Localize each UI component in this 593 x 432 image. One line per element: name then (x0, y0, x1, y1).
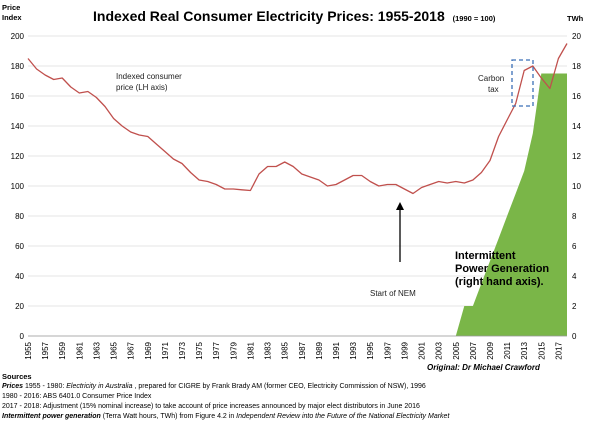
sources-prices-label: Prices (2, 383, 24, 390)
right-tick-2: 2 (572, 302, 577, 311)
x-tick-2017: 2017 (554, 341, 563, 359)
nem-arrow-head (396, 202, 404, 210)
left-tick-100: 100 (11, 182, 25, 191)
price-line-annotation-2: price (LH axis) (116, 83, 168, 92)
carbon-tax-annotation-1: Carbon (478, 74, 504, 83)
left-axis-ticks: 0 20 40 60 80 100 120 140 160 180 200 (11, 32, 25, 341)
x-tick-1963: 1963 (92, 341, 101, 359)
gridlines (28, 35, 567, 337)
left-axis-label-line2: Index (2, 13, 22, 22)
x-tick-1987: 1987 (298, 341, 307, 359)
sources-ipg-line: Intermittent power generation (Terra Wat… (2, 412, 591, 422)
right-tick-16: 16 (572, 92, 581, 101)
right-axis-ticks: 0 2 4 6 8 10 12 14 16 18 20 (572, 32, 581, 341)
right-tick-14: 14 (572, 122, 581, 131)
x-tick-1993: 1993 (349, 341, 358, 359)
price-line-annotation-1: Indexed consumer (116, 72, 182, 81)
x-tick-2011: 2011 (503, 341, 512, 359)
sources-prices-rest: , prepared for CIGRE by Frank Brady AM (… (132, 383, 426, 390)
intermittent-generation-area (28, 73, 567, 336)
x-tick-1977: 1977 (212, 341, 221, 359)
x-tick-2005: 2005 (452, 341, 461, 359)
right-tick-0: 0 (572, 332, 577, 341)
x-tick-1989: 1989 (315, 341, 324, 359)
sources-ipg-text: (Terra Watt hours, TWh) from Figure 4.2 … (100, 413, 237, 420)
x-axis-ticks: 1955 1957 1959 1961 1963 1965 1967 1969 1971 1973… (24, 341, 563, 359)
x-tick-1955: 1955 (24, 341, 33, 359)
sources-ipg-label: Intermittent power generation (2, 413, 101, 420)
right-tick-12: 12 (572, 152, 581, 161)
right-tick-20: 20 (572, 32, 581, 41)
intermittent-annotation-3: (right hand axis). (455, 276, 544, 288)
left-tick-60: 60 (15, 242, 24, 251)
x-tick-1969: 1969 (144, 341, 153, 359)
x-tick-1959: 1959 (58, 341, 67, 359)
right-axis-label: TWh (567, 14, 584, 23)
right-tick-8: 8 (572, 212, 577, 221)
line-series-0 (27, 43, 568, 195)
sources-line-3: 2017 - 2018: Adjustment (15% nominal inc… (2, 403, 420, 410)
nem-annotation: Start of NEM (370, 289, 416, 298)
left-tick-120: 120 (11, 152, 25, 161)
sources-prices-text: 1955 - 1980: (23, 383, 67, 390)
x-tick-2007: 2007 (469, 341, 478, 359)
x-tick-1981: 1981 (246, 341, 255, 359)
chart-credit: Original: Dr Michael Crawford (427, 363, 541, 372)
x-tick-1983: 1983 (264, 341, 273, 359)
x-tick-2015: 2015 (537, 341, 546, 359)
x-tick-2009: 2009 (486, 341, 495, 359)
chart-title: Indexed Real Consumer Electricity Prices… (93, 8, 496, 24)
left-tick-0: 0 (20, 332, 25, 341)
sources-prices-title: Electricity in Australia (66, 383, 133, 390)
sources-heading: Sources (2, 372, 32, 381)
left-tick-160: 160 (11, 92, 25, 101)
carbon-tax-highlight-box (511, 59, 534, 107)
left-tick-140: 140 (11, 122, 25, 131)
chart-title-suffix: (1990 = 100) (453, 14, 496, 23)
x-tick-1961: 1961 (75, 341, 84, 359)
left-tick-180: 180 (11, 62, 25, 71)
left-tick-200: 200 (11, 32, 25, 41)
area-series-1 (28, 73, 567, 336)
intermittent-annotation-2: Power Generation (455, 263, 549, 275)
left-tick-80: 80 (15, 212, 24, 221)
sources-block: Sources Prices 1955 - 1980: Electricity … (2, 372, 591, 422)
left-axis-label-line1: Price (2, 3, 20, 12)
x-tick-1991: 1991 (332, 341, 341, 359)
carbon-tax-annotation-2: tax (488, 85, 499, 94)
x-tick-1957: 1957 (41, 341, 50, 359)
x-tick-1967: 1967 (127, 341, 136, 359)
x-tick-1965: 1965 (110, 341, 119, 359)
right-tick-10: 10 (572, 182, 581, 191)
sources-prices-line: Prices 1955 - 1980: Electricity in Austr… (2, 382, 591, 392)
x-tick-1997: 1997 (383, 341, 392, 359)
intermittent-annotation-1: Intermittent (455, 250, 516, 262)
x-tick-1979: 1979 (229, 341, 238, 359)
right-tick-6: 6 (572, 242, 577, 251)
x-tick-1975: 1975 (195, 341, 204, 359)
x-tick-1973: 1973 (178, 341, 187, 359)
x-tick-1985: 1985 (281, 341, 290, 359)
x-tick-1995: 1995 (366, 341, 375, 359)
price-index-line (27, 43, 568, 195)
x-tick-1999: 1999 (400, 341, 409, 359)
x-tick-2001: 2001 (418, 341, 427, 359)
x-tick-2003: 2003 (435, 341, 444, 359)
left-tick-40: 40 (15, 272, 24, 281)
left-tick-20: 20 (15, 302, 24, 311)
electricity-price-chart: Indexed Real Consumer Electricity Prices… (2, 3, 584, 372)
sources-line-2: 1980 - 2016: ABS 6401.0 Consumer Price I… (2, 393, 152, 400)
x-tick-2013: 2013 (520, 341, 529, 359)
chart-title-main: Indexed Real Consumer Electricity Prices… (93, 8, 445, 24)
right-tick-18: 18 (572, 62, 581, 71)
right-tick-4: 4 (572, 272, 577, 281)
x-tick-1971: 1971 (161, 341, 170, 359)
sources-ipg-title: Independent Review into the Future of th… (236, 413, 450, 420)
